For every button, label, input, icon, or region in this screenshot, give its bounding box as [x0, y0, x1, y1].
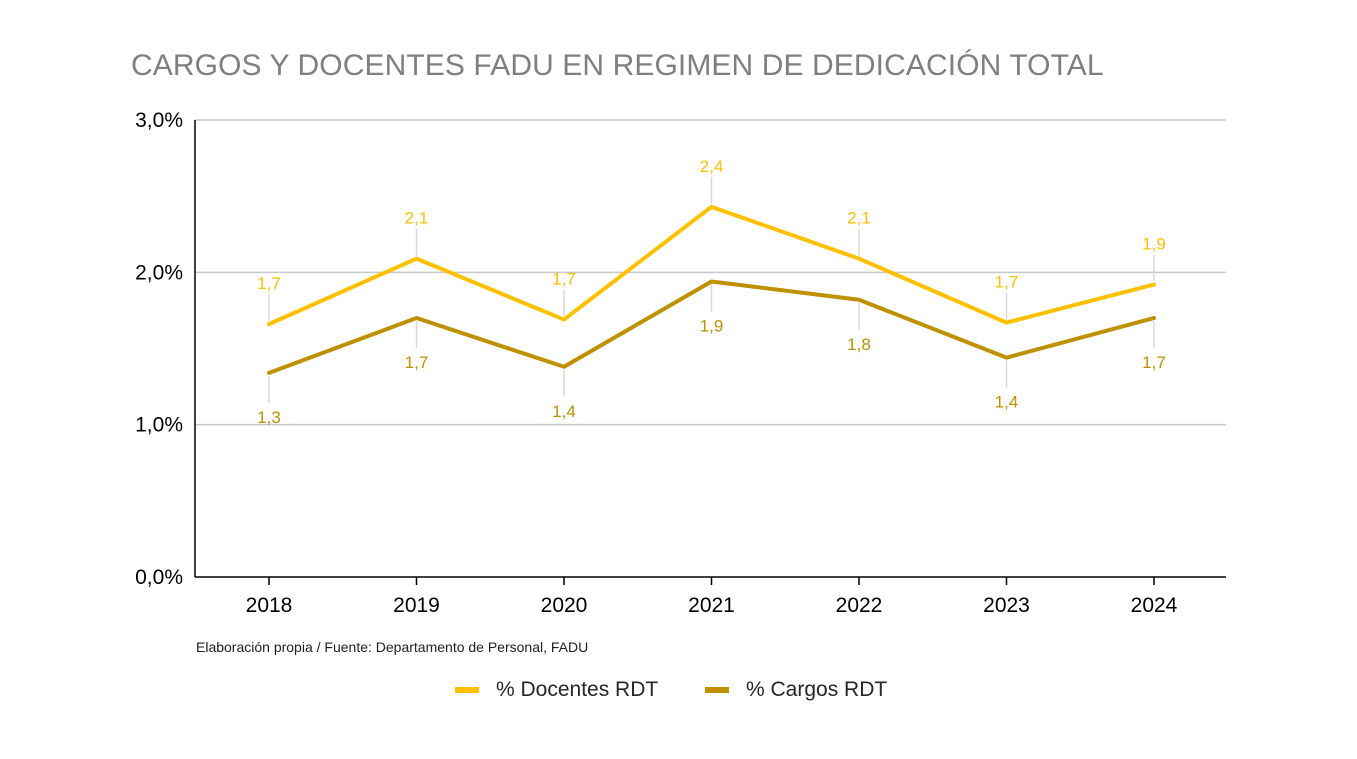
legend-item-docentes: % Docentes RDT: [455, 678, 658, 702]
data-label: 1,7: [405, 353, 429, 372]
y-tick-label: 1,0%: [135, 414, 183, 437]
gridlines: [195, 119, 1226, 426]
data-label: 2,1: [847, 209, 871, 228]
data-label: 1,4: [995, 393, 1019, 412]
x-tick-label: 2021: [688, 594, 735, 617]
data-label: 1,7: [1142, 353, 1166, 372]
data-label: 2,4: [700, 157, 724, 176]
legend-label-docentes: % Docentes RDT: [496, 678, 659, 701]
source-note: Elaboración propia / Fuente: Departament…: [196, 639, 589, 655]
legend-swatch-docentes: [455, 687, 479, 693]
y-tick-label: 0,0%: [135, 566, 183, 589]
y-tick-label: 3,0%: [135, 109, 183, 132]
data-label: 2,1: [405, 209, 429, 228]
data-label: 1,9: [1142, 235, 1166, 254]
x-tick-label: 2023: [983, 594, 1030, 617]
data-label: 1,7: [552, 270, 576, 289]
x-tick-label: 2020: [541, 594, 588, 617]
data-label: 1,4: [552, 402, 576, 421]
legend-label-cargos: % Cargos RDT: [746, 678, 888, 701]
axes: 0,0% 1,0% 2,0% 3,0% 2018 2019 2020 2021 2022 2023…: [135, 109, 1226, 617]
data-labels: 1,7 2,1 1,7 2,4 2,1 1,7 1,9 1,3 1,7 1,4 1,9 1,8 1,4 1…: [257, 157, 1166, 427]
legend-item-cargos: % Cargos RDT: [705, 678, 887, 702]
data-label: 1,7: [257, 274, 281, 293]
data-label: 1,7: [995, 273, 1019, 292]
y-tick-label: 2,0%: [135, 261, 183, 284]
data-label: 1,3: [257, 408, 281, 427]
series-line-1: [267, 279, 1156, 375]
x-tick-label: 2024: [1131, 594, 1178, 617]
x-tick-label: 2019: [393, 594, 440, 617]
legend-swatch-cargos: [705, 687, 729, 693]
data-label: 1,9: [700, 316, 724, 335]
chart-title: CARGOS Y DOCENTES FADU EN REGIMEN DE DED…: [131, 49, 1104, 82]
series-line-0: [267, 204, 1156, 327]
x-tick-label: 2022: [836, 594, 883, 617]
data-label-leaders: [268, 176, 1155, 403]
legend: % Docentes RDT % Cargos RDT: [0, 678, 1357, 706]
series-lines: [267, 204, 1156, 375]
x-tick-label: 2018: [246, 594, 293, 617]
data-label: 1,8: [847, 335, 871, 354]
